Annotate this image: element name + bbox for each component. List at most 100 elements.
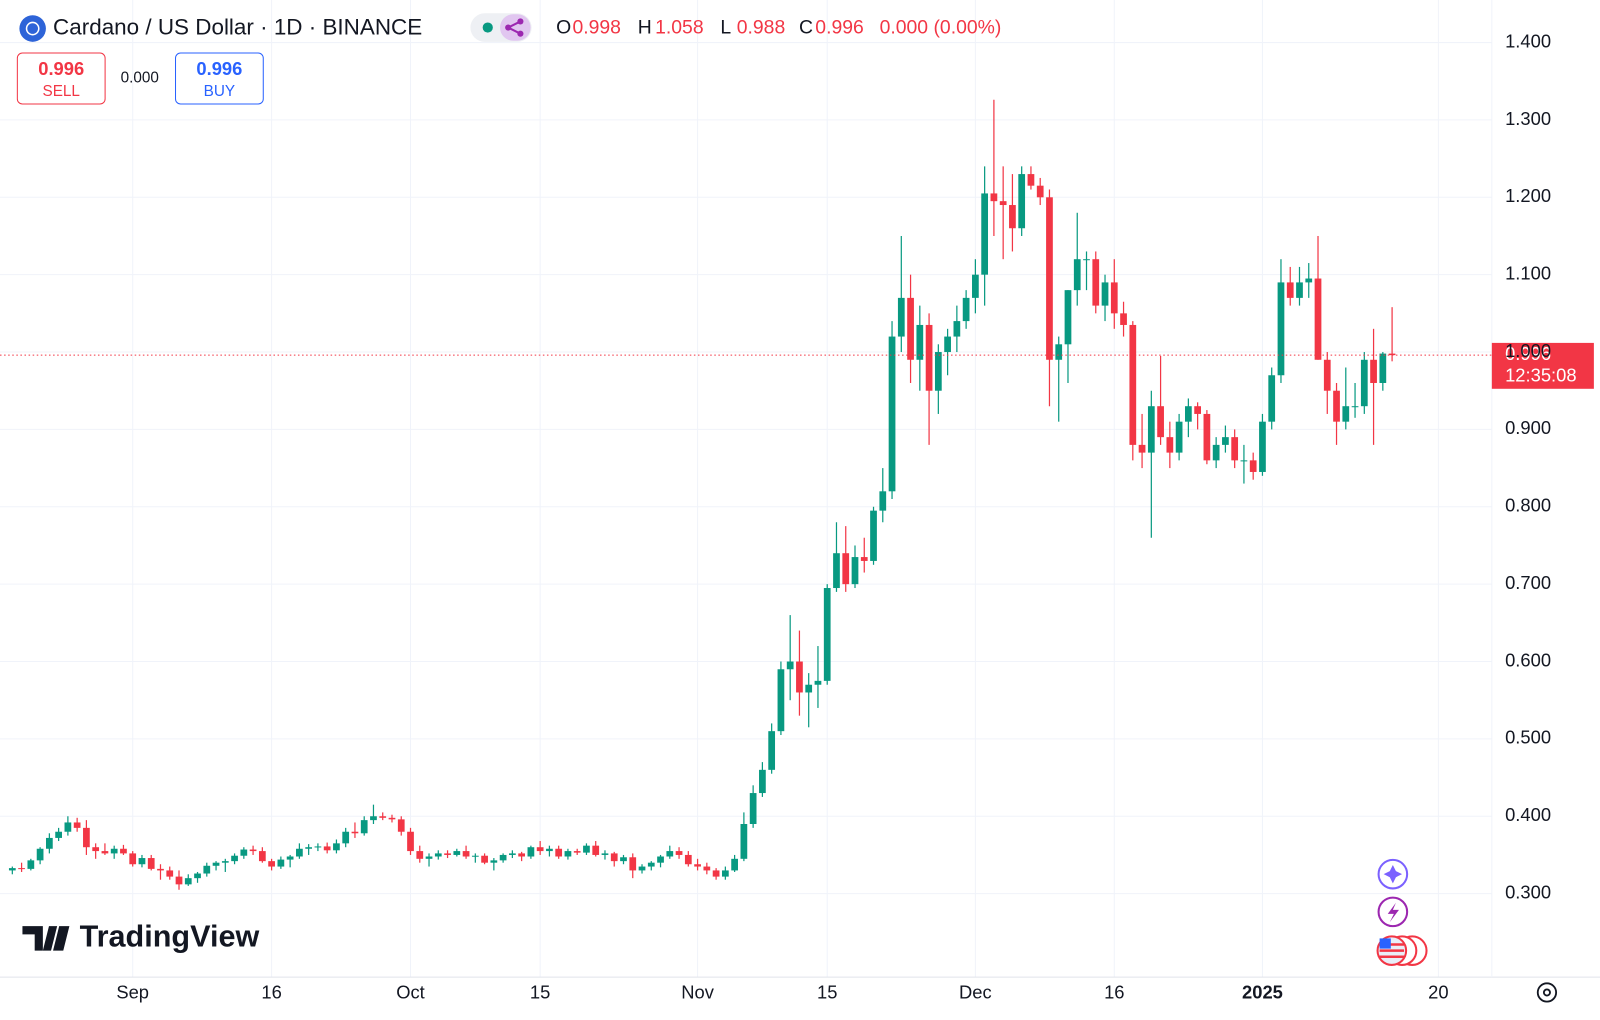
candle-body bbox=[1379, 353, 1387, 383]
y-tick-label: 1.400 bbox=[1505, 30, 1551, 51]
candle-body bbox=[333, 843, 340, 851]
candle-body bbox=[934, 352, 942, 391]
candle-body bbox=[1240, 460, 1248, 462]
candle-body bbox=[1370, 359, 1377, 383]
candle-body bbox=[138, 858, 146, 865]
candle-body bbox=[388, 817, 396, 820]
x-tick-label: 16 bbox=[1104, 981, 1124, 1002]
candle-body bbox=[860, 557, 868, 561]
y-tick-label: 1.200 bbox=[1505, 185, 1551, 206]
candle-body bbox=[1333, 390, 1340, 422]
candle-body bbox=[870, 510, 877, 561]
candle-body bbox=[805, 684, 813, 693]
candle-body bbox=[897, 297, 905, 337]
candle-body bbox=[1351, 406, 1359, 408]
candle-body bbox=[518, 853, 525, 857]
candle-body bbox=[101, 851, 109, 854]
candle-body bbox=[786, 661, 794, 670]
candle-body bbox=[601, 853, 609, 855]
sell-price: 0.996 bbox=[38, 58, 84, 79]
candle-body bbox=[1036, 185, 1044, 198]
ohlc-value: 0.988 bbox=[737, 17, 786, 39]
candle-body bbox=[749, 793, 757, 825]
share-icon bbox=[517, 30, 524, 37]
candle-body bbox=[268, 861, 275, 867]
sell-label: SELL bbox=[43, 83, 80, 100]
candle-body bbox=[8, 868, 16, 871]
x-tick-label: Sep bbox=[116, 981, 149, 1002]
candle-body bbox=[370, 816, 377, 821]
candle-body bbox=[1147, 406, 1155, 453]
candle-body bbox=[1388, 353, 1396, 356]
candle-body bbox=[286, 856, 294, 860]
candle-body bbox=[721, 870, 729, 877]
candle-body bbox=[184, 878, 192, 885]
candle-body bbox=[407, 831, 414, 852]
candle-body bbox=[1009, 205, 1016, 229]
candle-body bbox=[638, 866, 646, 871]
candle-body bbox=[962, 297, 970, 322]
candle-body bbox=[434, 853, 442, 857]
candle-body bbox=[1360, 359, 1368, 407]
candle-body bbox=[907, 297, 914, 360]
candle-body bbox=[212, 862, 220, 866]
candle-body bbox=[471, 855, 479, 857]
grid bbox=[0, 0, 1492, 978]
candle-body bbox=[351, 831, 359, 834]
candle-body bbox=[620, 857, 627, 862]
candle-body bbox=[657, 856, 664, 863]
settings-button[interactable] bbox=[1536, 982, 1558, 1003]
candle-body bbox=[490, 860, 498, 863]
candle-body bbox=[73, 822, 81, 828]
chart-title: Cardano / US Dollar · 1D · BINANCE bbox=[53, 14, 422, 39]
buy-button[interactable] bbox=[175, 52, 264, 105]
assistant-icon bbox=[1383, 864, 1403, 884]
candle-body bbox=[444, 853, 451, 855]
candle-body bbox=[305, 847, 313, 849]
candle-body bbox=[1277, 282, 1285, 376]
candle-body bbox=[647, 862, 655, 867]
candle-body bbox=[258, 851, 266, 862]
candle-body bbox=[509, 853, 516, 855]
candle-body bbox=[527, 847, 535, 857]
candle-body bbox=[796, 661, 803, 693]
y-tick-label: 0.400 bbox=[1505, 804, 1551, 825]
x-tick-label: Nov bbox=[681, 981, 714, 1002]
candle-body bbox=[703, 866, 711, 871]
candle-body bbox=[231, 855, 238, 862]
candle-body bbox=[1286, 282, 1294, 298]
x-tick-label: 2025 bbox=[1242, 981, 1283, 1002]
y-tick-label: 0.500 bbox=[1505, 727, 1551, 748]
candle-body bbox=[397, 819, 405, 832]
candle-body bbox=[851, 557, 859, 585]
candle-body bbox=[1101, 282, 1109, 306]
candle-body bbox=[1166, 437, 1174, 453]
candle-body bbox=[768, 731, 776, 770]
candle-body bbox=[314, 846, 322, 848]
candle-body bbox=[888, 336, 896, 492]
ohlc-value: 0.998 bbox=[572, 17, 621, 39]
candle-body bbox=[1073, 259, 1081, 291]
ohlc-value: 1.058 bbox=[655, 17, 704, 39]
candle-body bbox=[879, 491, 887, 511]
candle-body bbox=[1305, 278, 1313, 283]
change: 0.000 (0.00%) bbox=[880, 17, 1002, 39]
candle-body bbox=[1055, 344, 1063, 360]
share-button[interactable] bbox=[500, 14, 531, 41]
candle-body bbox=[1129, 324, 1137, 445]
candle-body bbox=[1120, 313, 1127, 325]
y-tick-label: 0.700 bbox=[1505, 572, 1551, 593]
candle-body bbox=[972, 274, 979, 298]
candle-body bbox=[1342, 406, 1350, 422]
candle-body bbox=[462, 851, 470, 857]
x-tick-label: Oct bbox=[396, 981, 425, 1002]
candle-body bbox=[64, 822, 72, 832]
candle-body bbox=[1046, 197, 1053, 360]
x-tick-label: 15 bbox=[817, 981, 837, 1002]
candle-body bbox=[166, 870, 174, 877]
candle-body bbox=[18, 868, 25, 870]
sell-button[interactable] bbox=[16, 52, 106, 105]
